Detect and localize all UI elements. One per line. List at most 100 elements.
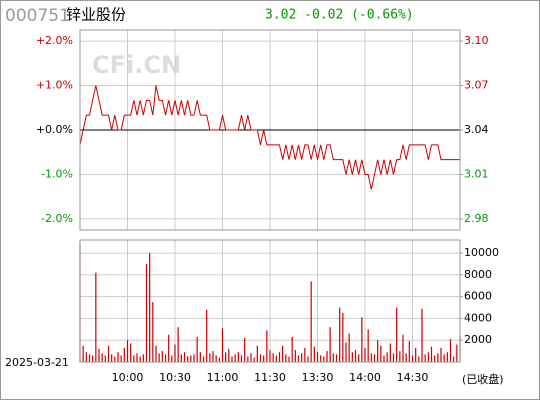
y2-tick-label: 3.04 [464,123,489,136]
volume-bar [272,353,274,362]
volume-bar [88,354,91,362]
volume-bar [377,340,379,362]
y2-tick-label: 3.07 [464,78,489,91]
volume-bar [133,355,135,362]
volume-bar [339,307,341,362]
volume-bar [177,327,179,362]
y-tick-label: +2.0% [36,34,73,47]
volume-bar [307,356,309,362]
volume-bar [120,355,122,362]
volume-bar [285,354,287,362]
volume-bar [247,356,249,362]
volume-bar [95,272,97,362]
volume-bar [373,354,376,362]
volume-bar [168,334,170,362]
volume-bar [389,343,391,362]
volume-bar [383,355,385,362]
quote: 3.02 -0.02 (-0.66%) [265,8,414,23]
volume-bar [196,336,198,362]
volume-bar [437,353,439,362]
volume-bar [354,350,357,362]
volume-bar [342,312,344,362]
volume-bar [291,336,293,362]
x-tick-label: 10:30 [159,371,191,384]
volume-bar [361,317,363,362]
volume-bar [392,353,395,362]
volume-bar [107,345,110,362]
y2-tick-label: 3.01 [464,168,489,181]
volume-bar [126,340,129,362]
volume-bar [275,355,277,362]
volume-bar [310,281,312,362]
volume-bar [259,354,262,362]
volume-bar [111,354,113,362]
volume-bar [282,345,284,362]
volume-bar [117,352,119,362]
volume-bar [263,355,265,362]
volume-bar [396,307,398,362]
volume-bar [209,353,211,362]
y-tick-label: 8000 [464,268,492,281]
y-tick-label: +0.0% [36,123,73,136]
volume-bar [405,353,407,362]
volume-bar [446,352,448,362]
volume-bar [402,334,404,362]
volume-bar [221,328,224,362]
volume-bar [98,348,100,362]
volume-bar [278,352,281,362]
y-tick-label: -2.0% [41,212,73,225]
status: (已收盘) [462,372,504,386]
volume-bar [294,350,296,362]
volume-bar [218,357,220,362]
volume-bar [453,356,455,362]
volume-bar [161,351,163,362]
volume-bar [253,357,255,362]
y-tick-label: +1.0% [36,79,73,92]
volume-bar [415,347,417,362]
volume-bar [187,356,189,362]
price-line [79,85,460,190]
volume-bar [329,327,331,362]
volume-bar [82,345,84,362]
volume-bar [380,345,382,362]
volume-bar [313,346,315,362]
volume-bar [228,348,230,362]
volume-bar [174,344,176,362]
volume-bar [92,355,94,362]
y2-tick-label: 2.98 [464,212,489,225]
volume-bar [149,253,151,362]
volume-bar [237,352,239,362]
volume-bar [256,345,258,362]
volume-bar [164,354,167,362]
volume-bar [244,338,246,362]
volume-bar [301,353,303,362]
x-tick-label: 10:00 [112,371,144,384]
volume-bar [367,329,369,362]
volume-bar [424,354,426,362]
y2-tick-label: 3.10 [464,34,489,47]
volume-bar [297,355,300,362]
volume-bar [130,343,132,362]
volume-bar [250,353,252,362]
volume-bar [190,355,192,362]
volume-bar [358,354,360,362]
volume-bar [231,356,233,362]
volume-bar [345,342,347,362]
volume-bar [171,355,173,362]
watermark: CFi.CN [92,51,181,79]
volume-bar [193,354,195,362]
y-tick-label: -1.0% [41,167,73,180]
volume-bar [142,354,144,362]
volume-bar [320,355,322,362]
volume-bar [386,352,388,362]
volume-bar [123,347,125,362]
x-tick-label: 14:30 [397,371,429,384]
volume-bar [199,352,201,362]
volume-bar [212,351,214,362]
volume-bar [430,346,433,362]
y-tick-label: 10000 [464,246,499,259]
volume-bar [332,353,334,362]
volume-bar [240,355,243,362]
